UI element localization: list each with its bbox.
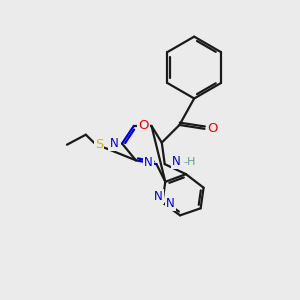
- Text: N: N: [172, 155, 180, 168]
- Text: N: N: [154, 190, 163, 203]
- Text: N: N: [144, 156, 153, 169]
- Text: S: S: [95, 138, 103, 151]
- Text: -H: -H: [183, 157, 195, 167]
- Text: N: N: [166, 197, 175, 210]
- Text: O: O: [138, 119, 148, 132]
- Text: N: N: [110, 137, 118, 150]
- Text: O: O: [208, 122, 218, 135]
